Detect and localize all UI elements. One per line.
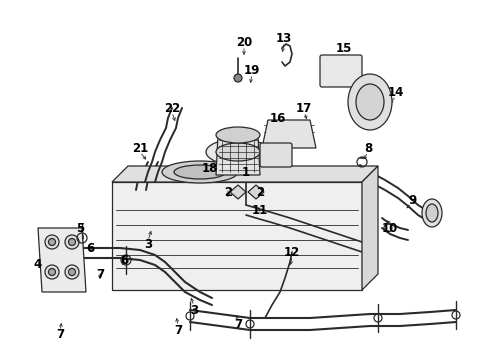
Polygon shape	[112, 182, 362, 290]
Text: 11: 11	[252, 203, 268, 216]
Circle shape	[234, 74, 242, 82]
Text: 9: 9	[408, 194, 416, 207]
Circle shape	[69, 238, 75, 246]
Ellipse shape	[422, 199, 442, 227]
Text: 7: 7	[96, 269, 104, 282]
Text: 7: 7	[56, 328, 64, 342]
Text: 6: 6	[86, 242, 94, 255]
Text: 10: 10	[382, 221, 398, 234]
Ellipse shape	[174, 165, 226, 179]
Text: 14: 14	[388, 85, 404, 99]
Text: 12: 12	[284, 246, 300, 258]
Circle shape	[49, 238, 55, 246]
Ellipse shape	[216, 143, 260, 161]
Text: 5: 5	[76, 221, 84, 234]
Text: 21: 21	[132, 141, 148, 154]
Circle shape	[45, 265, 59, 279]
Text: 6: 6	[120, 253, 128, 266]
Text: 20: 20	[236, 36, 252, 49]
Polygon shape	[248, 185, 264, 199]
Ellipse shape	[426, 204, 438, 222]
Text: 7: 7	[174, 324, 182, 337]
Text: 2: 2	[256, 185, 264, 198]
Text: 19: 19	[244, 63, 260, 77]
Circle shape	[65, 265, 79, 279]
Text: 2: 2	[224, 185, 232, 198]
Text: 13: 13	[276, 31, 292, 45]
Polygon shape	[216, 135, 260, 175]
Text: 4: 4	[34, 258, 42, 271]
Polygon shape	[38, 228, 86, 292]
Ellipse shape	[356, 84, 384, 120]
Polygon shape	[262, 120, 316, 148]
Polygon shape	[362, 166, 378, 290]
Ellipse shape	[216, 127, 260, 143]
Text: 3: 3	[190, 303, 198, 316]
Text: 7: 7	[234, 319, 242, 332]
Circle shape	[49, 269, 55, 275]
Text: 18: 18	[202, 162, 218, 175]
Circle shape	[69, 269, 75, 275]
Text: 3: 3	[144, 238, 152, 252]
Ellipse shape	[162, 161, 238, 183]
Circle shape	[45, 235, 59, 249]
Ellipse shape	[348, 74, 392, 130]
Text: 15: 15	[336, 41, 352, 54]
Polygon shape	[230, 185, 246, 199]
FancyBboxPatch shape	[320, 55, 362, 87]
Text: 22: 22	[164, 102, 180, 114]
Text: 17: 17	[296, 102, 312, 114]
Text: 1: 1	[242, 166, 250, 179]
Text: 16: 16	[270, 112, 286, 125]
Text: 8: 8	[364, 141, 372, 154]
FancyBboxPatch shape	[260, 143, 292, 167]
Polygon shape	[112, 166, 378, 182]
Circle shape	[65, 235, 79, 249]
Ellipse shape	[206, 139, 270, 165]
